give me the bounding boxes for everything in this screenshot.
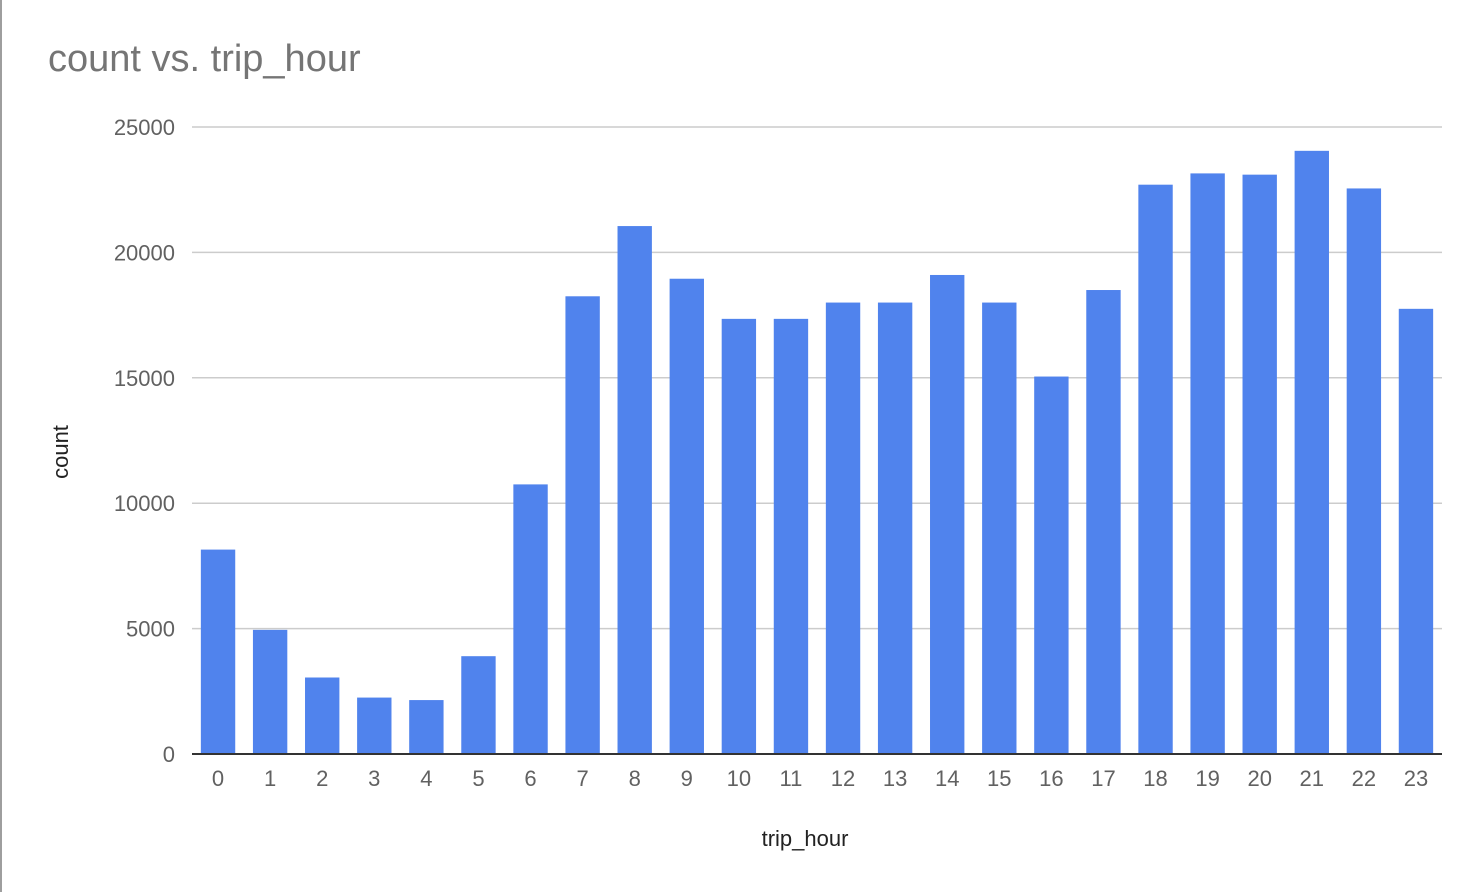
x-tick-label: 6 [524, 766, 536, 791]
x-tick-label: 7 [577, 766, 589, 791]
x-tick-label: 17 [1091, 766, 1115, 791]
bar-21[interactable] [1294, 150, 1329, 755]
y-tick-label: 10000 [114, 491, 175, 516]
x-tick-label: 16 [1039, 766, 1063, 791]
bar-14[interactable] [930, 274, 965, 754]
bar-17[interactable] [1086, 290, 1121, 754]
y-tick-label: 5000 [126, 617, 175, 642]
x-tick-label: 23 [1404, 766, 1428, 791]
bar-10[interactable] [721, 318, 757, 754]
x-tick-label: 19 [1195, 766, 1219, 791]
x-tick-label: 18 [1143, 766, 1167, 791]
y-tick-label: 0 [163, 742, 175, 767]
x-tick-label: 12 [831, 766, 855, 791]
y-axis-ticks: 0 5000 10000 15000 20000 25000 [114, 115, 175, 767]
bar-23[interactable] [1398, 308, 1434, 754]
bar-11[interactable] [773, 318, 809, 754]
bar-13[interactable] [877, 302, 913, 754]
bar-0[interactable] [200, 549, 236, 754]
x-axis-label: trip_hour [762, 826, 849, 851]
x-tick-label: 15 [987, 766, 1011, 791]
x-tick-label: 2 [316, 766, 328, 791]
x-tick-label: 20 [1247, 766, 1271, 791]
bar-20[interactable] [1242, 174, 1277, 755]
bar-22[interactable] [1346, 188, 1382, 755]
bar-12[interactable] [825, 302, 861, 754]
bar-15[interactable] [982, 302, 1017, 754]
x-tick-label: 11 [780, 766, 803, 791]
y-tick-label: 20000 [114, 240, 175, 265]
bar-1[interactable] [252, 629, 288, 754]
bar-8[interactable] [617, 226, 652, 755]
bar-6[interactable] [513, 484, 548, 754]
bar-18[interactable] [1138, 184, 1173, 754]
bar-19[interactable] [1190, 173, 1225, 754]
bar-9[interactable] [669, 278, 704, 754]
x-tick-label: 13 [883, 766, 907, 791]
x-tick-label: 0 [212, 766, 224, 791]
bar-4[interactable] [409, 700, 444, 754]
x-tick-label: 1 [264, 766, 276, 791]
x-tick-label: 4 [420, 766, 432, 791]
chart-title: count vs. trip_hour [48, 38, 361, 80]
x-tick-label: 10 [727, 766, 751, 791]
x-tick-label: 21 [1300, 766, 1324, 791]
bar-16[interactable] [1034, 376, 1069, 754]
y-axis-label: count [48, 425, 73, 479]
bar-7[interactable] [565, 296, 600, 754]
gridlines [192, 126, 1442, 630]
x-tick-label: 14 [935, 766, 959, 791]
bar-2[interactable] [305, 677, 340, 754]
y-tick-label: 25000 [114, 115, 175, 140]
bar-3[interactable] [357, 697, 392, 754]
bar-series [200, 150, 1434, 755]
x-tick-label: 8 [629, 766, 641, 791]
x-tick-label: 22 [1352, 766, 1376, 791]
x-tick-label: 5 [472, 766, 484, 791]
x-axis-ticks: 0 1 2 3 4 5 6 7 8 9 10 11 12 13 14 15 16 17 18 19 20 21 22 23 [212, 766, 1428, 791]
bar-5[interactable] [461, 656, 496, 754]
x-tick-label: 9 [681, 766, 693, 791]
y-tick-label: 15000 [114, 366, 175, 391]
x-tick-label: 3 [368, 766, 380, 791]
